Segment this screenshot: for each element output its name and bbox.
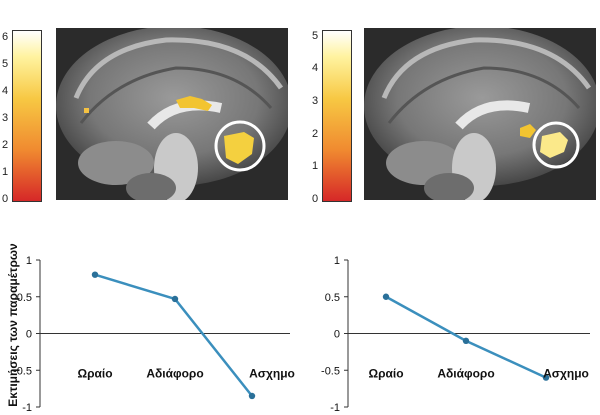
brain-sagittal-image-left (56, 28, 288, 200)
data-point (382, 293, 390, 300)
data-point (171, 295, 179, 303)
brain-sagittal-image-right (364, 28, 596, 200)
data-point (91, 271, 99, 278)
data-point (248, 392, 256, 400)
line-chart-right: 1 0.5 0 -0.5 -1 Ωραίο Αδιάφορο Ασχημο (321, 255, 590, 414)
colorbar-tick-label: 1 (2, 166, 9, 179)
x-category-label: Αδιάφορο (437, 367, 494, 381)
y-tick-label: -1 (22, 402, 32, 414)
brain-slice-left (56, 28, 288, 200)
y-tick-label: 1 (26, 255, 32, 267)
highlight-circle-right (532, 121, 580, 169)
colorbar-tick-label: 1 (312, 160, 319, 173)
colorbar-right (322, 30, 352, 202)
y-tick-label: 0.5 (17, 292, 32, 304)
colorbar-tick-label: 0 (312, 193, 319, 205)
x-category-label: Ωραίο (77, 367, 112, 381)
y-tick-label: 0.5 (325, 292, 340, 304)
x-category-label: Ωραίο (368, 367, 403, 381)
series-line (385, 295, 547, 379)
x-category-label: Αδιάφορο (146, 367, 203, 381)
colorbar-tick-label: 0 (2, 193, 9, 205)
colorbar-tick-label: 4 (312, 62, 319, 75)
colorbar-tick-label: 6 (2, 31, 9, 44)
colorbar-left (12, 30, 42, 202)
x-category-label: Ασχημο (543, 367, 589, 381)
colorbar-tick-label: 5 (2, 58, 9, 71)
colorbar-tick-label: 5 (312, 29, 319, 42)
y-tick-label: -1 (330, 402, 340, 414)
x-category-label: Ασχημο (249, 367, 295, 381)
colorbar-tick-label: 3 (312, 94, 319, 107)
colorbar-tick-label: 2 (2, 139, 9, 152)
data-point (462, 337, 470, 345)
line-chart-left: 1 0.5 0 -0.5 -1 Ωραίο Αδιάφορο Ασχημο (13, 255, 295, 414)
brain-slice-right (364, 28, 596, 200)
y-tick-label: -0.5 (321, 365, 340, 377)
y-tick-label: 1 (334, 255, 340, 267)
y-tick-label: -0.5 (13, 365, 32, 377)
colorbar-tick-label: 2 (312, 127, 319, 140)
highlight-circle-left (214, 120, 266, 172)
data-point (542, 374, 550, 381)
colorbar-tick-label: 3 (2, 112, 9, 125)
colorbar-tick-label: 4 (2, 85, 9, 98)
y-tick-label: 0 (334, 329, 340, 341)
y-tick-label: 0 (26, 329, 32, 341)
